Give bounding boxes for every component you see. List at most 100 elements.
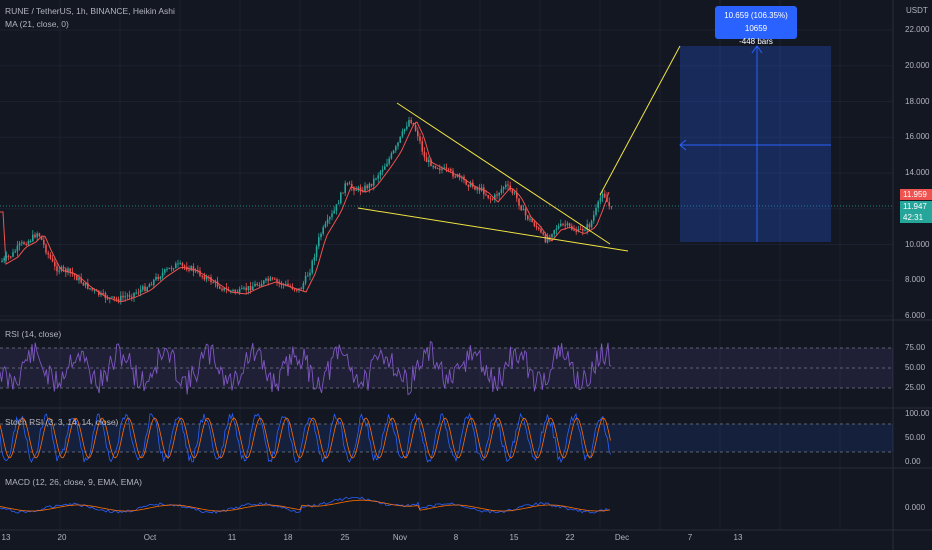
candle-body — [423, 151, 426, 158]
candle-body — [146, 287, 148, 291]
candle-body — [34, 234, 36, 238]
candle-body — [346, 183, 349, 185]
candle-body — [436, 168, 439, 170]
candle-body — [392, 150, 395, 154]
indicator-tick: 25.00 — [905, 383, 926, 392]
candle-body — [406, 126, 408, 129]
indicator-tick: 50.00 — [905, 433, 926, 442]
candle-body — [353, 187, 355, 191]
candle-body — [335, 204, 338, 211]
candle-body — [263, 280, 265, 284]
candle-body — [362, 191, 364, 193]
candle-body — [51, 258, 54, 262]
measure-arrow-up — [751, 45, 763, 54]
candle-body — [564, 224, 566, 226]
rsi-label[interactable]: RSI (14, close) — [5, 329, 62, 339]
candle-body — [375, 178, 377, 180]
candle-body — [287, 283, 289, 286]
candle-body — [161, 272, 164, 277]
candle-body — [540, 229, 542, 233]
candle-body — [304, 275, 307, 284]
candle-body — [485, 194, 487, 196]
candle-body — [601, 193, 604, 198]
candle-body — [474, 186, 476, 190]
candle-body — [599, 197, 602, 202]
candle-body — [322, 227, 324, 234]
candle-body — [410, 120, 412, 124]
candle-body — [593, 215, 595, 221]
candle-body — [351, 184, 353, 188]
candle-body — [170, 267, 173, 269]
candle-body — [465, 180, 467, 185]
measure-box — [680, 46, 831, 242]
candle-body — [62, 266, 65, 269]
candle-body — [58, 270, 60, 272]
candle-body — [285, 283, 287, 285]
candle-body — [463, 176, 465, 181]
candle-body — [29, 241, 32, 243]
breakout-target-line — [599, 45, 681, 196]
candle-body — [366, 185, 368, 189]
candle-body — [232, 289, 234, 291]
candle-body — [148, 284, 151, 288]
candle-body — [326, 219, 329, 224]
candle-body — [245, 287, 247, 291]
candle-body — [309, 272, 311, 276]
stoch-rsi-label[interactable]: Stoch RSI (3, 3, 14, 14, close) — [5, 417, 119, 427]
price-tick: 16.000 — [905, 132, 930, 142]
candle-body — [318, 237, 320, 247]
candle-body — [49, 254, 52, 259]
candle-body — [590, 220, 593, 228]
candle-body — [150, 284, 153, 286]
candle-body — [467, 184, 470, 187]
candle-body — [236, 291, 239, 293]
candle-body — [588, 224, 591, 228]
candle-body — [80, 277, 82, 283]
candle-body — [159, 276, 162, 280]
candle-body — [331, 213, 333, 218]
candle-body — [505, 184, 507, 188]
candle-body — [192, 266, 195, 272]
candle-body — [579, 228, 582, 230]
indicator-tick: 75.00 — [905, 343, 926, 352]
measure-price-change: 10.659 (106.35%) 10659 — [724, 11, 788, 33]
candle-body — [194, 270, 197, 272]
candle-body — [219, 286, 221, 289]
candle-body — [469, 182, 472, 187]
candle-body — [494, 194, 496, 200]
candle-body — [586, 224, 588, 231]
candle-body — [16, 245, 19, 252]
currency-label: USDT — [906, 6, 928, 15]
candle-body — [582, 229, 584, 231]
rsi-line — [0, 340, 612, 396]
candle-body — [115, 298, 118, 300]
candle-body — [443, 167, 445, 169]
candle-body — [546, 236, 549, 243]
candle-body — [89, 288, 91, 290]
candle-body — [496, 194, 498, 196]
candle-body — [1, 260, 3, 262]
candle-body — [562, 223, 564, 225]
measure-bars: -448 bars — [739, 37, 773, 46]
candle-body — [315, 246, 318, 258]
time-tick: 22 — [565, 533, 575, 542]
candle-body — [276, 279, 278, 282]
candle-body — [390, 153, 393, 159]
candle-body — [333, 210, 335, 214]
candle-body — [271, 277, 274, 279]
candle-body — [412, 123, 415, 126]
macd-label[interactable]: MACD (12, 26, close, 9, EMA, EMA) — [5, 477, 142, 487]
candle-body — [509, 185, 511, 190]
candle-body — [595, 207, 597, 216]
candle-body — [300, 288, 302, 290]
candle-body — [117, 299, 120, 302]
candle-body — [340, 192, 342, 204]
candle-body — [513, 192, 516, 194]
candle-body — [522, 208, 525, 211]
time-tick: 13 — [733, 533, 743, 542]
candle-body — [447, 168, 450, 170]
candle-body — [243, 287, 245, 289]
candle-body — [573, 229, 575, 231]
ma-indicator-label[interactable]: MA (21, close, 0) — [5, 19, 69, 29]
